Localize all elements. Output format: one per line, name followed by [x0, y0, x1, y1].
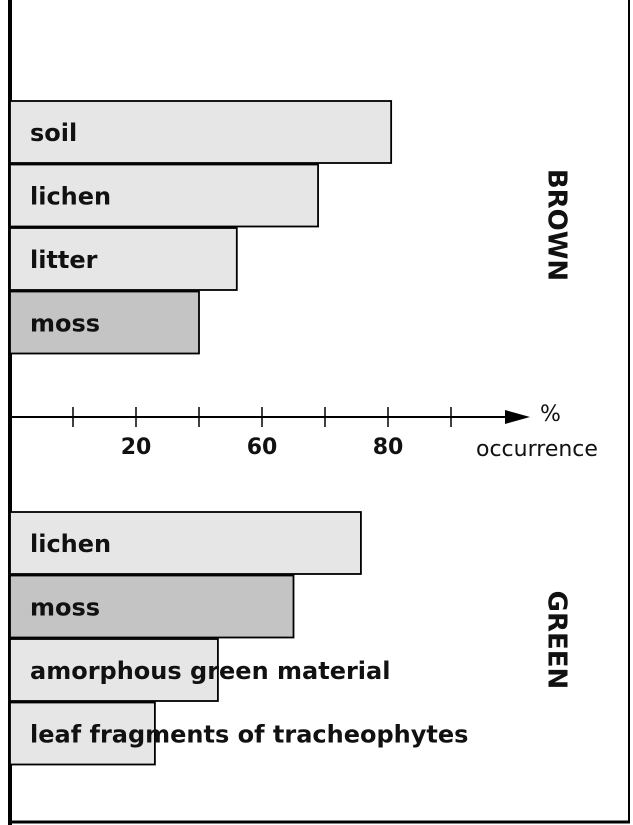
x-tick-label: 60 — [247, 435, 278, 460]
bar — [9, 227, 238, 291]
bar — [9, 638, 219, 702]
bar-label: moss — [30, 310, 100, 338]
x-tick-label: 20 — [121, 435, 152, 460]
x-tick-label: 80 — [373, 435, 404, 460]
bar — [9, 574, 295, 639]
bar — [9, 100, 393, 164]
bar — [9, 701, 156, 766]
bar-label: leaf fragments of tracheophytes — [30, 721, 468, 749]
bar — [9, 511, 362, 575]
bar-label: lichen — [30, 530, 111, 558]
x-axis-label-line2: occurrence — [476, 437, 598, 462]
bar-label: moss — [30, 594, 100, 622]
bar-label: soil — [30, 119, 77, 147]
bar-label: amorphous green material — [30, 657, 390, 685]
bar — [9, 290, 200, 355]
bar — [9, 163, 319, 228]
group-label: BROWN — [542, 169, 572, 281]
x-axis-label: % — [540, 402, 561, 427]
axis-arrow — [505, 410, 530, 424]
group-label: GREEN — [542, 591, 572, 690]
bar-label: litter — [30, 246, 98, 274]
bar-label: lichen — [30, 183, 111, 211]
